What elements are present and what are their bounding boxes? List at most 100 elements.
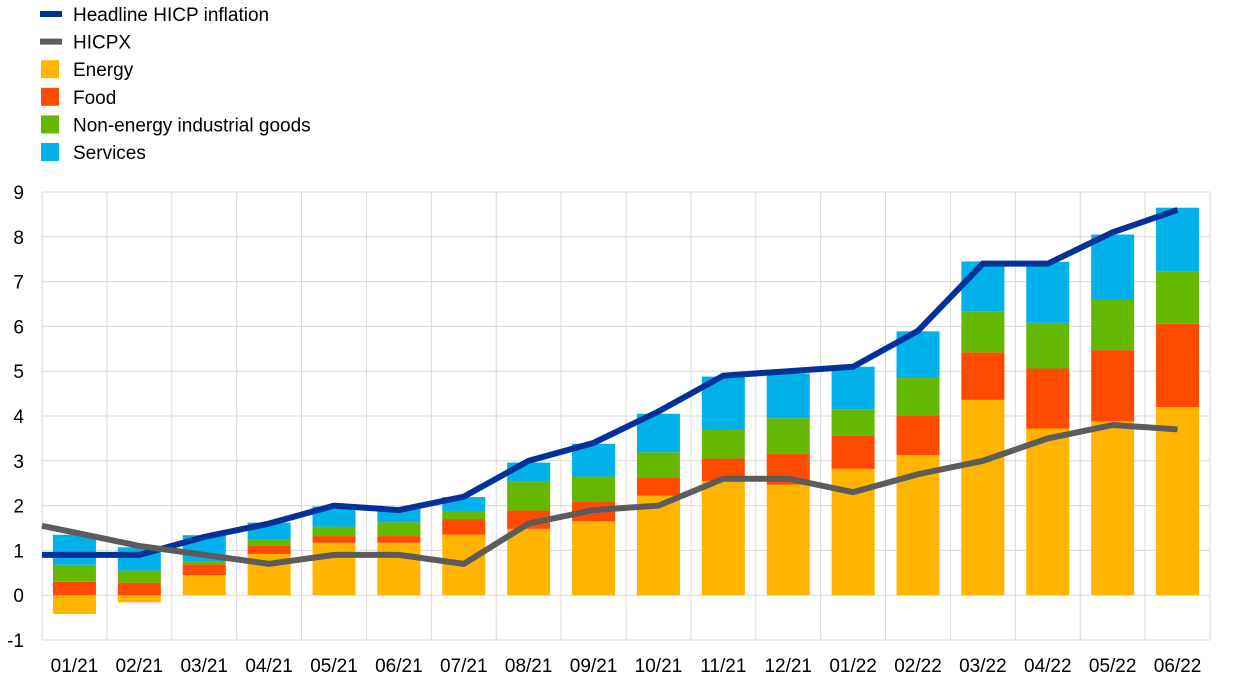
bar-energy (636, 495, 680, 596)
x-tick-label: 10/21 (635, 656, 683, 677)
bar-food (636, 477, 680, 496)
bar-non-energy-industrial-goods (1091, 299, 1135, 351)
bar-energy (1091, 421, 1135, 596)
gridlines (41, 191, 1211, 641)
bar-food (312, 536, 356, 543)
legend-swatch (40, 11, 62, 17)
y-tick-label: 6 (13, 317, 24, 338)
bar-non-energy-industrial-goods (312, 526, 356, 537)
x-tick-label: 02/21 (116, 656, 164, 677)
legend-label: Food (73, 88, 116, 109)
bar-food (701, 458, 745, 481)
bar-food (896, 415, 940, 455)
legend: Headline HICP inflation HICPX Energy Food No… (40, 5, 311, 164)
x-tick-label: 06/22 (1154, 656, 1202, 677)
bar-non-energy-industrial-goods (117, 570, 161, 583)
bar-non-energy-industrial-goods (507, 481, 551, 511)
legend-label: Energy (73, 60, 134, 81)
bar-non-energy-industrial-goods (1156, 271, 1200, 324)
bar-energy (312, 542, 356, 596)
x-tick-label: 11/21 (700, 656, 746, 677)
y-tick-label: 8 (13, 228, 24, 249)
line-series (41, 207, 1179, 567)
x-tick-label: 03/22 (959, 656, 1007, 677)
legend-item-hicpx: HICPX (40, 33, 131, 54)
y-tick-label: 3 (13, 452, 24, 473)
bar-energy (117, 595, 161, 603)
legend-item-energy: Energy (41, 60, 134, 81)
bar-food (52, 581, 96, 596)
x-tick-label: 04/21 (245, 656, 293, 677)
y-tick-label: 7 (13, 273, 24, 294)
legend-item-non-energy-industrial-goods: Non-energy industrial goods (41, 115, 311, 136)
legend-label: HICPX (73, 33, 131, 54)
bar-energy (766, 484, 810, 596)
bar-energy (961, 399, 1005, 596)
bar-food (831, 435, 875, 469)
bar-non-energy-industrial-goods (636, 452, 680, 478)
bar-food (961, 352, 1005, 400)
x-tick-label: 06/21 (375, 656, 423, 677)
y-tick-label: 4 (13, 407, 24, 428)
legend-swatch (41, 143, 59, 161)
bar-food (1091, 350, 1135, 422)
bar-services (1156, 207, 1200, 272)
y-tick-label: 5 (13, 362, 24, 383)
line-headline-hicp-inflation (42, 207, 1179, 558)
bar-energy (507, 528, 551, 596)
x-axis: 01/21 02/21 03/21 04/21 05/21 06/21 07/21 08/21… (51, 656, 1202, 677)
y-axis: -1 0 1 2 3 4 5 6 7 8 9 (7, 183, 24, 652)
bar-services (961, 261, 1005, 312)
line-hicpx (41, 421, 1178, 567)
bar-energy (377, 542, 421, 596)
bar-non-energy-industrial-goods (896, 377, 940, 416)
legend-item-services: Services (41, 143, 146, 164)
legend-item-food: Food (41, 87, 116, 109)
x-tick-label: 04/22 (1024, 656, 1072, 677)
bar-energy (572, 521, 616, 596)
bar-energy (1026, 428, 1070, 596)
legend-swatch (41, 60, 59, 79)
bar-services (766, 373, 810, 419)
bar-energy (1156, 407, 1200, 596)
x-tick-label: 02/22 (894, 656, 942, 677)
bar-services (831, 366, 875, 410)
bar-services (52, 534, 96, 565)
x-tick-label: 05/22 (1089, 656, 1137, 677)
y-tick-label: 1 (13, 541, 24, 562)
bar-food (182, 564, 226, 576)
legend-swatch (41, 115, 59, 134)
bar-non-energy-industrial-goods (572, 476, 616, 503)
x-tick-label: 12/21 (764, 656, 812, 677)
x-tick-label: 03/21 (180, 656, 228, 677)
x-tick-label: 01/22 (829, 656, 877, 677)
y-tick-label: 2 (13, 497, 24, 518)
legend-item-headline-hicp-inflation: Headline HICP inflation (40, 5, 269, 26)
bar-non-energy-industrial-goods (247, 539, 291, 546)
bar-food (1026, 368, 1070, 429)
bar-non-energy-industrial-goods (442, 510, 486, 520)
bar-food (442, 519, 486, 535)
legend-label: Services (73, 143, 146, 164)
y-tick-label: 9 (13, 183, 24, 204)
bar-non-energy-industrial-goods (1026, 322, 1070, 369)
bar-energy (701, 480, 745, 596)
legend-swatch (40, 38, 62, 45)
bar-non-energy-industrial-goods (831, 409, 875, 436)
bar-series (52, 207, 1200, 615)
bar-food (1156, 323, 1200, 408)
bar-non-energy-industrial-goods (182, 561, 226, 565)
bar-services (1026, 261, 1070, 323)
bar-non-energy-industrial-goods (52, 564, 96, 582)
legend-label: Headline HICP inflation (73, 5, 269, 26)
y-tick-label: 0 (13, 586, 24, 607)
bar-services (1091, 234, 1135, 300)
x-tick-label: 09/21 (570, 656, 618, 677)
x-tick-label: 08/21 (505, 656, 553, 677)
bar-food (247, 545, 291, 554)
bar-non-energy-industrial-goods (377, 522, 421, 537)
bar-food (377, 536, 421, 543)
bar-energy (182, 575, 226, 596)
